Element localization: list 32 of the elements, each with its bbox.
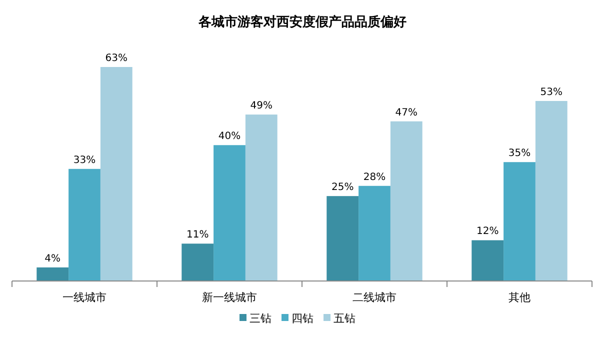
bar (535, 100, 568, 281)
x-tick-label: 二线城市 (352, 291, 396, 304)
bar (358, 186, 390, 281)
bar (472, 240, 504, 281)
legend-label: 五钻 (334, 312, 356, 325)
bar (36, 267, 69, 281)
bar (504, 162, 536, 281)
legend-label: 三钻 (250, 312, 272, 325)
x-tick-label: 其他 (508, 291, 530, 304)
legend-label: 四钻 (292, 312, 314, 325)
bar (326, 196, 359, 281)
data-label: 63% (105, 53, 128, 64)
data-label: 12% (476, 226, 499, 238)
data-label: 33% (73, 154, 96, 166)
data-label: 28% (363, 172, 386, 183)
x-tick-label: 一线城市 (62, 291, 106, 304)
bar (390, 121, 422, 281)
data-label: 49% (250, 100, 273, 112)
bar (68, 168, 100, 281)
bar (100, 67, 132, 281)
x-tick-label: 新一线城市 (202, 291, 257, 304)
data-label: 47% (395, 107, 418, 118)
data-label: 53% (540, 86, 563, 98)
bar (182, 244, 214, 281)
data-label: 25% (331, 182, 354, 194)
data-label: 4% (44, 253, 61, 264)
data-label: 40% (218, 131, 241, 142)
data-label: 35% (508, 148, 531, 160)
bar (214, 145, 246, 281)
data-label: 11% (186, 230, 209, 241)
chart-title: 各城市游客对西安度假产品品质偏好 (198, 14, 406, 30)
bar (245, 114, 278, 281)
